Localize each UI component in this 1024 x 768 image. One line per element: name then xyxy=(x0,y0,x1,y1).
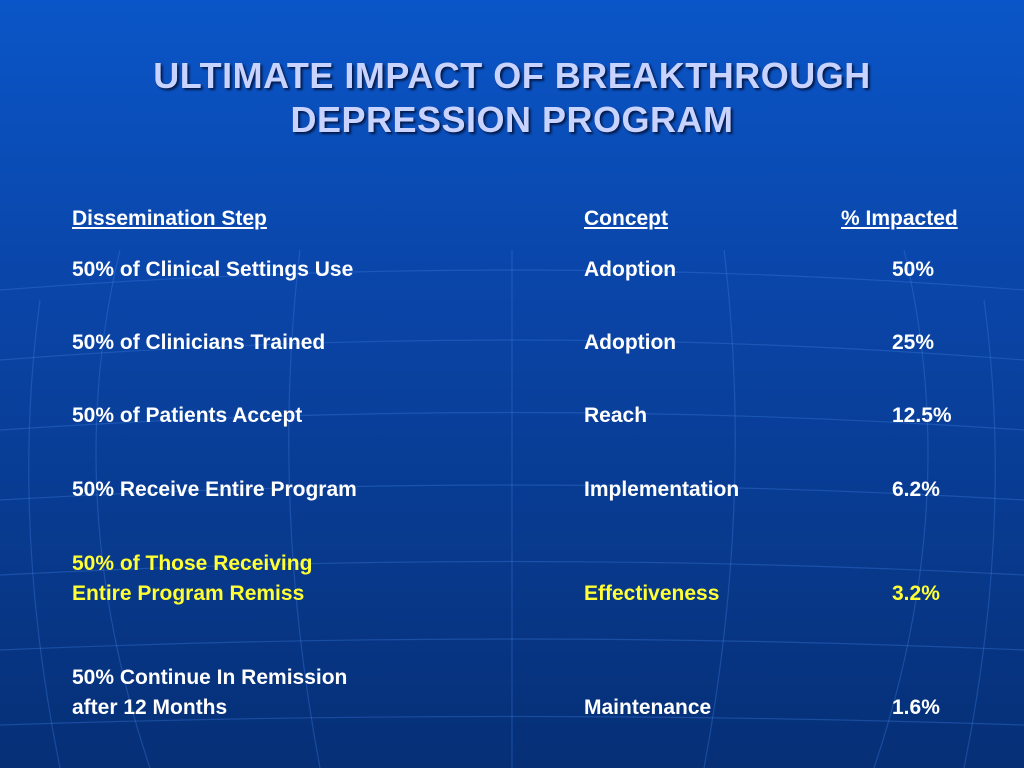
row-4-concept: Implementation xyxy=(584,478,740,501)
row-6-impact: 1.6% xyxy=(892,696,940,719)
row-2-concept: Adoption xyxy=(584,331,677,354)
row-5-impact: 3.2% xyxy=(892,582,940,605)
row-3-impact: 12.5% xyxy=(892,404,952,427)
row-1-concept: Adoption xyxy=(584,258,677,281)
row-5-step-line-2: Entire Program Remiss xyxy=(72,582,305,605)
column-header-impact: % Impacted xyxy=(841,207,958,230)
row-6-step-line-2: after 12 Months xyxy=(72,696,228,719)
row-4-impact: 6.2% xyxy=(892,478,940,501)
row-3-step: 50% of Patients Accept xyxy=(72,404,303,427)
title-line-2: DEPRESSION PROGRAM xyxy=(290,99,734,140)
row-5-concept: Effectiveness xyxy=(584,582,720,605)
row-2-impact: 25% xyxy=(892,331,935,354)
column-header-step: Dissemination Step xyxy=(72,207,267,230)
row-5-step-line-1: 50% of Those Receiving xyxy=(72,552,313,575)
row-2-step: 50% of Clinicians Trained xyxy=(72,331,326,354)
row-3-concept: Reach xyxy=(584,404,648,427)
row-6-concept: Maintenance xyxy=(584,696,712,719)
row-1-step: 50% of Clinical Settings Use xyxy=(72,258,354,281)
row-6-step-line-1: 50% Continue In Remission xyxy=(72,666,348,689)
title-line-1: ULTIMATE IMPACT OF BREAKTHROUGH xyxy=(153,55,871,96)
row-4-step: 50% Receive Entire Program xyxy=(72,478,357,501)
column-header-concept: Concept xyxy=(584,207,668,230)
slide-title: ULTIMATE IMPACT OF BREAKTHROUGH DEPRESSI… xyxy=(0,54,1024,142)
row-1-impact: 50% xyxy=(892,258,935,281)
